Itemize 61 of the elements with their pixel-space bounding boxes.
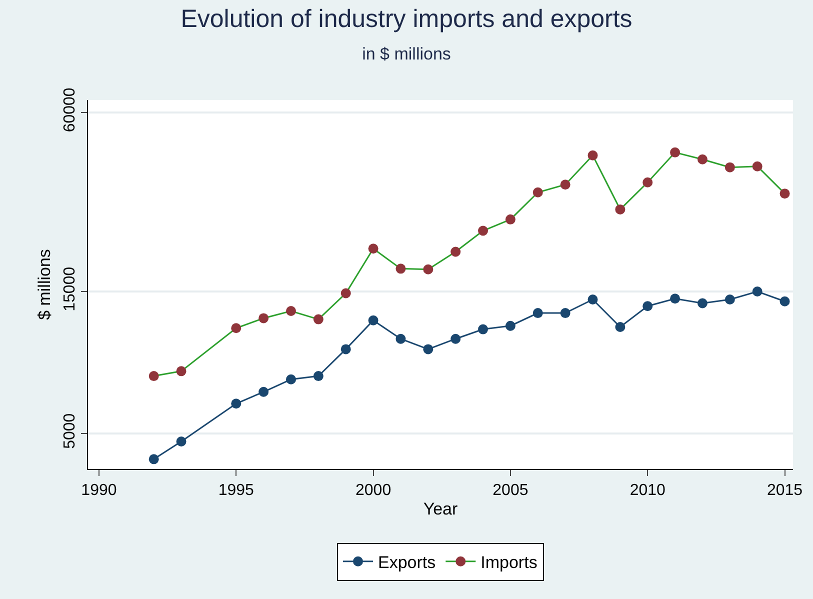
point (231, 323, 242, 334)
point (615, 322, 626, 332)
y-tick-label: 60000 (62, 88, 79, 132)
point (286, 306, 296, 316)
point (642, 301, 653, 312)
point (670, 294, 680, 304)
x-tick-label: 2015 (766, 482, 803, 500)
point (148, 454, 159, 464)
legend-label: Imports (480, 552, 538, 572)
x-axis-title: Year (423, 500, 458, 519)
point (780, 296, 790, 306)
y-axis-title: $ millions (35, 249, 54, 320)
chart-title: Evolution of industry imports and exports (180, 4, 632, 33)
point (642, 177, 653, 188)
point (588, 150, 598, 160)
chart-subtitle: in $ millions (362, 44, 451, 64)
point (724, 162, 735, 172)
point (368, 244, 378, 254)
point (560, 180, 570, 190)
x-tick-label: 2010 (630, 482, 666, 500)
x-tick-label: 2005 (492, 482, 528, 500)
point (560, 308, 570, 318)
point (258, 386, 269, 397)
point (148, 371, 159, 382)
y-tick-label: 5000 (62, 413, 79, 449)
point (450, 246, 461, 257)
x-tick-label: 2000 (355, 482, 392, 500)
point (176, 436, 186, 447)
point (313, 314, 324, 324)
point (176, 366, 186, 376)
y-tick-label: 15000 (62, 266, 79, 312)
x-tick-label: 1990 (81, 482, 117, 500)
point (396, 334, 406, 344)
point (423, 264, 434, 274)
point (588, 294, 598, 305)
point (505, 214, 516, 224)
point (313, 371, 324, 382)
point (396, 264, 406, 274)
point (478, 324, 488, 334)
point (478, 226, 488, 236)
point (258, 313, 269, 324)
point (780, 188, 790, 199)
point (752, 286, 762, 297)
x-tick-label: 1995 (218, 482, 254, 500)
point (450, 334, 461, 344)
point (752, 161, 762, 172)
point (697, 298, 708, 308)
point (670, 147, 680, 158)
point (724, 294, 735, 305)
legend-label: Exports (378, 552, 436, 572)
point (340, 344, 351, 354)
point (368, 315, 378, 326)
point (532, 187, 543, 198)
point (423, 344, 434, 354)
point (231, 398, 242, 409)
point (532, 308, 543, 318)
point (340, 288, 351, 298)
point (286, 374, 296, 384)
point (505, 320, 516, 331)
point (697, 154, 708, 164)
point (615, 204, 626, 214)
